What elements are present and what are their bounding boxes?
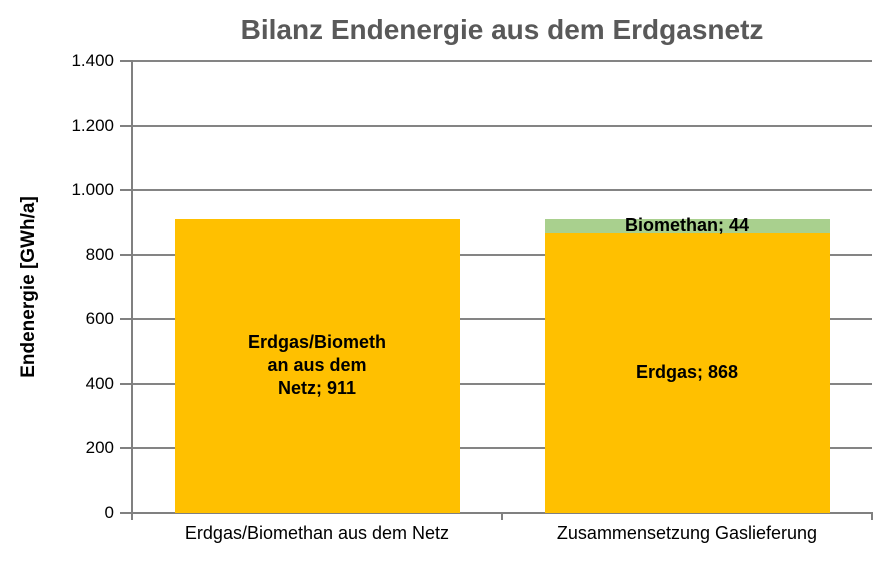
data-label-line: Netz; 911 xyxy=(277,378,357,399)
chart-title: Bilanz Endenergie aus dem Erdgasnetz xyxy=(240,14,764,45)
y-axis-tick xyxy=(120,253,133,256)
data-label-line: Erdgas/Biometh xyxy=(247,332,387,353)
y-axis-tick xyxy=(120,512,133,514)
x-category-label: Erdgas/Biomethan aus dem Netz xyxy=(184,523,450,543)
x-category-label: Zusammensetzung Gaslieferung xyxy=(556,523,818,543)
y-tick-label: 1.200 xyxy=(71,115,114,135)
y-axis-tick xyxy=(120,318,133,321)
y-axis-tick xyxy=(120,382,133,385)
y-tick-label: 800 xyxy=(85,244,114,264)
y-tick-label: 200 xyxy=(85,438,114,458)
data-label-biomethan: Biomethan; 44 xyxy=(545,215,830,235)
y-axis-tick xyxy=(120,124,133,127)
bar-segment-biomethan: Biomethan; 44 xyxy=(544,215,830,235)
x-axis-tick xyxy=(871,513,873,520)
data-label-line: an aus dem xyxy=(267,355,367,376)
gridline-600 xyxy=(132,318,872,321)
data-label-erdgas-biomethan-aus-dem-netz: Erdgas/Biometh an aus dem Netz; 911 xyxy=(175,219,460,513)
bar-segment-erdgas-biomethan-aus-dem-netz: Erdgas/Biometh an aus dem Netz; 911 xyxy=(174,218,460,513)
y-axis-tick xyxy=(120,60,133,62)
gridline-1200 xyxy=(132,124,872,127)
data-label-line: Biomethan; 44 xyxy=(624,215,750,236)
y-tick-label: 1.000 xyxy=(71,180,114,200)
data-label-line: Erdgas; 868 xyxy=(635,362,739,383)
gridline-1000 xyxy=(132,189,872,192)
y-tick-label: 0 xyxy=(104,503,114,522)
data-label-erdgas: Erdgas; 868 xyxy=(545,233,830,513)
x-axis-tick xyxy=(501,513,503,520)
y-axis-tick xyxy=(120,447,133,450)
gridline-800 xyxy=(132,253,872,256)
gridline-400 xyxy=(132,382,872,385)
x-axis-tick xyxy=(131,513,133,520)
y-tick-label: 600 xyxy=(85,309,114,329)
gridline-200 xyxy=(132,447,872,450)
y-tick-label: 400 xyxy=(85,373,114,393)
y-axis-tick xyxy=(120,189,133,192)
y-axis-line xyxy=(131,60,133,514)
bar-segment-erdgas: Erdgas; 868 xyxy=(544,232,830,513)
y-tick-label: 1.400 xyxy=(71,51,114,70)
gridline-1400 xyxy=(132,60,872,62)
